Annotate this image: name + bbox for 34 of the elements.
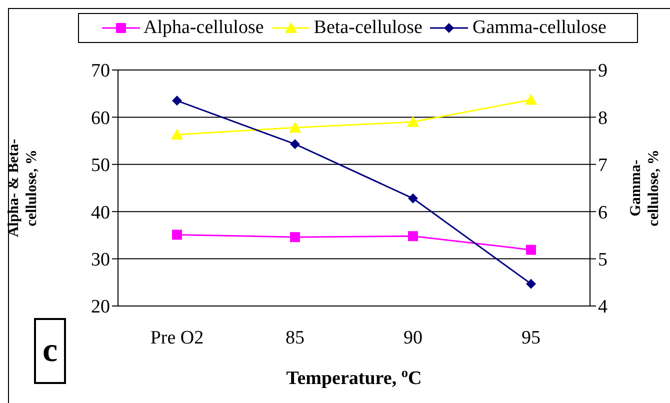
x-tick-label: 95 — [522, 327, 540, 348]
x-tick-label: Pre O2 — [150, 327, 204, 348]
point — [171, 128, 183, 140]
point — [172, 230, 182, 240]
text: c — [34, 318, 66, 384]
y-tick-label: 50 — [91, 155, 110, 176]
x-axis-title: Temperature, $^{o}$C — [286, 364, 422, 389]
legend-label: Gamma-cellulose — [472, 17, 606, 39]
y2-axis-title: Gamma-cellulose, % — [628, 150, 662, 226]
y2-tick-label: 5 — [598, 250, 608, 271]
point — [290, 232, 300, 242]
point — [408, 193, 418, 204]
y2-tick-label: 6 — [598, 202, 608, 224]
y2-tick-label: 8 — [598, 108, 608, 129]
point — [172, 96, 182, 106]
y2-tick-label: 9 — [598, 60, 608, 82]
point — [408, 231, 418, 242]
y-tick-label: 70 — [91, 60, 110, 82]
x-tick-label: 90 — [404, 327, 422, 348]
x-tick-label: 85 — [286, 327, 304, 348]
y-tick-label: 20 — [91, 296, 110, 318]
y2-tick-label: 4 — [598, 296, 608, 318]
point — [407, 116, 419, 127]
legend-label: Alpha-cellulose — [144, 17, 264, 39]
y-tick-label: 30 — [91, 250, 110, 271]
point — [526, 244, 536, 255]
point — [289, 122, 301, 133]
y-tick-label: 40 — [91, 202, 110, 224]
y-tick-label: 60 — [91, 108, 110, 129]
point — [525, 94, 537, 105]
point — [526, 278, 536, 289]
point — [290, 139, 300, 150]
legend-label: Beta-cellulose — [314, 17, 422, 39]
y2-tick-label: 7 — [598, 155, 608, 176]
